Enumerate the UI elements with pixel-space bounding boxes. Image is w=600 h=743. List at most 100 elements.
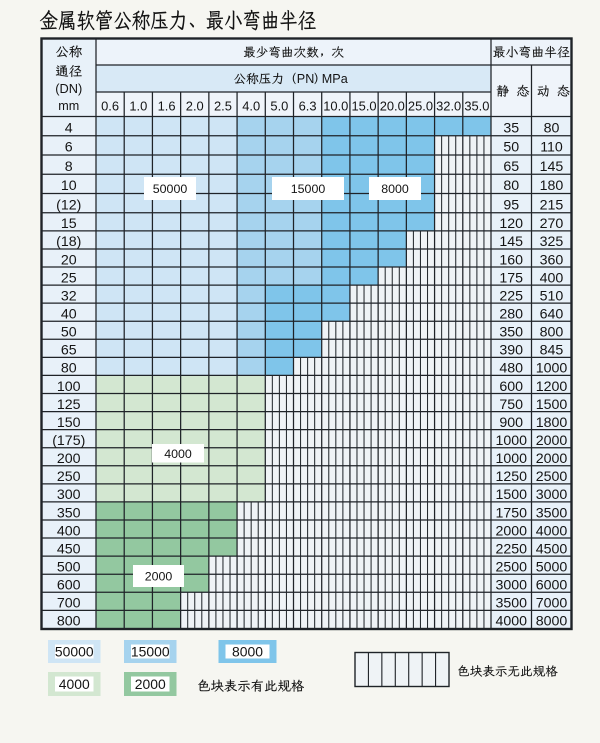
svg-text:4000: 4000 xyxy=(495,614,527,630)
svg-text:360: 360 xyxy=(540,252,564,268)
svg-text:(DN): (DN) xyxy=(55,81,82,96)
svg-text:10.0: 10.0 xyxy=(323,99,348,114)
svg-text:600: 600 xyxy=(57,578,81,594)
svg-text:2250: 2250 xyxy=(495,541,527,557)
svg-text:(175): (175) xyxy=(52,433,85,449)
svg-text:PN: PN xyxy=(297,72,315,86)
svg-text:845: 845 xyxy=(540,343,564,359)
svg-text:350: 350 xyxy=(499,325,523,341)
svg-text:2000: 2000 xyxy=(536,451,568,467)
svg-text:80: 80 xyxy=(544,120,560,136)
svg-text:50: 50 xyxy=(61,325,77,341)
svg-text:1200: 1200 xyxy=(536,379,568,395)
svg-text:400: 400 xyxy=(57,523,81,539)
svg-text:80: 80 xyxy=(61,361,77,377)
svg-text:200: 200 xyxy=(57,451,81,467)
svg-text:225: 225 xyxy=(499,288,523,304)
svg-text:2000: 2000 xyxy=(495,523,527,539)
svg-text:15: 15 xyxy=(61,216,77,232)
svg-text:4000: 4000 xyxy=(536,523,568,539)
svg-text:600: 600 xyxy=(499,379,523,395)
svg-text:4500: 4500 xyxy=(536,541,568,557)
svg-text:3500: 3500 xyxy=(536,505,568,521)
svg-text:1800: 1800 xyxy=(536,415,568,431)
svg-text:8000: 8000 xyxy=(232,643,263,659)
svg-text:32: 32 xyxy=(61,288,77,304)
svg-text:mm: mm xyxy=(58,99,79,113)
svg-text:(12): (12) xyxy=(56,197,81,213)
svg-text:1.6: 1.6 xyxy=(158,99,176,114)
svg-text:400: 400 xyxy=(540,270,564,286)
svg-text:1500: 1500 xyxy=(495,487,527,503)
svg-text:125: 125 xyxy=(57,397,81,413)
svg-text:2000: 2000 xyxy=(536,433,568,449)
svg-text:3000: 3000 xyxy=(495,578,527,594)
svg-text:50: 50 xyxy=(503,140,519,156)
svg-text:160: 160 xyxy=(499,252,523,268)
svg-text:325: 325 xyxy=(540,234,564,250)
svg-text:750: 750 xyxy=(499,397,523,413)
svg-text:2500: 2500 xyxy=(536,469,568,485)
svg-text:15.0: 15.0 xyxy=(351,99,376,114)
svg-text:2000: 2000 xyxy=(135,676,166,692)
svg-text:510: 510 xyxy=(540,288,564,304)
svg-text:40: 40 xyxy=(61,306,77,322)
svg-text:7000: 7000 xyxy=(536,596,568,612)
svg-text:145: 145 xyxy=(499,234,523,250)
svg-text:1250: 1250 xyxy=(495,469,527,485)
svg-text:2.5: 2.5 xyxy=(214,99,232,114)
svg-text:700: 700 xyxy=(57,596,81,612)
svg-text:65: 65 xyxy=(61,343,77,359)
svg-text:15000: 15000 xyxy=(131,643,170,659)
svg-text:150: 150 xyxy=(57,415,81,431)
svg-text:1500: 1500 xyxy=(536,397,568,413)
svg-text:20: 20 xyxy=(61,252,77,268)
svg-text:32.0: 32.0 xyxy=(436,99,461,114)
svg-text:145: 145 xyxy=(540,159,564,175)
svg-text:280: 280 xyxy=(499,306,523,322)
svg-text:50000: 50000 xyxy=(55,643,94,659)
svg-text:120: 120 xyxy=(499,216,523,232)
svg-text:1.0: 1.0 xyxy=(129,99,147,114)
svg-text:0.6: 0.6 xyxy=(101,99,119,114)
svg-text:1000: 1000 xyxy=(536,361,568,377)
svg-text:4000: 4000 xyxy=(59,676,90,692)
svg-text:640: 640 xyxy=(540,306,564,322)
svg-text:3500: 3500 xyxy=(495,596,527,612)
svg-text:250: 250 xyxy=(57,469,81,485)
svg-text:350: 350 xyxy=(57,505,81,521)
svg-text:100: 100 xyxy=(57,379,81,395)
svg-text:480: 480 xyxy=(499,361,523,377)
svg-text:1750: 1750 xyxy=(495,505,527,521)
svg-text:95: 95 xyxy=(503,197,519,213)
svg-text:50000: 50000 xyxy=(153,182,188,196)
svg-text:MPa: MPa xyxy=(322,72,348,86)
svg-text:180: 180 xyxy=(540,178,564,194)
svg-text:20.0: 20.0 xyxy=(380,99,405,114)
svg-text:15000: 15000 xyxy=(291,182,326,196)
svg-text:4: 4 xyxy=(65,120,73,136)
svg-text:270: 270 xyxy=(540,216,564,232)
svg-text:4000: 4000 xyxy=(164,447,192,461)
svg-text:900: 900 xyxy=(499,415,523,431)
svg-text:(18): (18) xyxy=(56,234,81,250)
svg-text:8000: 8000 xyxy=(381,182,409,196)
svg-text:5000: 5000 xyxy=(536,559,568,575)
svg-text:3000: 3000 xyxy=(536,487,568,503)
svg-text:25.0: 25.0 xyxy=(408,99,433,114)
svg-text:450: 450 xyxy=(57,541,81,557)
svg-text:800: 800 xyxy=(540,325,564,341)
svg-text:300: 300 xyxy=(57,487,81,503)
svg-text:500: 500 xyxy=(57,559,81,575)
svg-text:110: 110 xyxy=(540,140,563,156)
svg-text:800: 800 xyxy=(57,614,81,630)
svg-text:2000: 2000 xyxy=(145,570,173,584)
svg-text:8: 8 xyxy=(65,159,73,175)
svg-text:10: 10 xyxy=(61,178,77,194)
svg-text:65: 65 xyxy=(503,159,519,175)
svg-text:6.3: 6.3 xyxy=(299,99,317,114)
svg-text:8000: 8000 xyxy=(536,614,568,630)
svg-text:6000: 6000 xyxy=(536,578,568,594)
svg-text:35.0: 35.0 xyxy=(464,99,489,114)
svg-text:5.0: 5.0 xyxy=(270,99,288,114)
